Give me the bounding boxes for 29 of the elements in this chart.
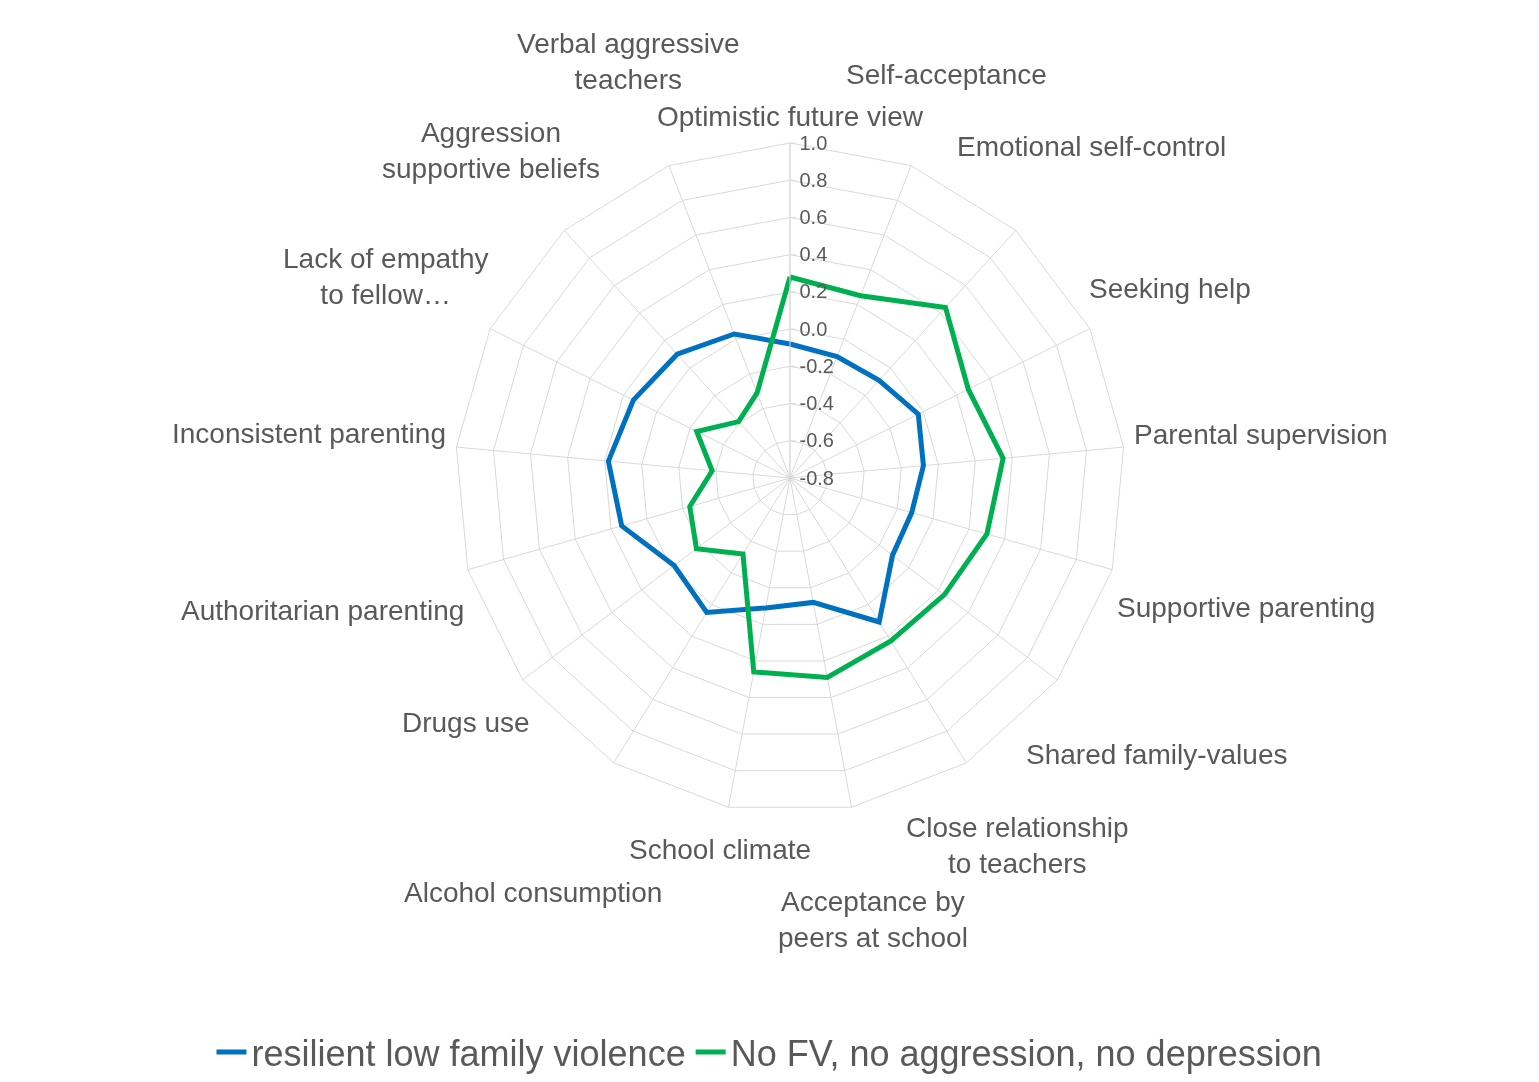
spoke-label: Emotional self-control: [957, 131, 1227, 162]
spoke-label: Optimistic future view: [657, 101, 924, 132]
spoke-label: Seeking help: [1089, 273, 1251, 304]
spoke-label: Inconsistent parenting: [172, 418, 446, 449]
spoke-label: School climate: [629, 834, 812, 865]
y-tick-label: 0.2: [799, 280, 828, 303]
spoke-label: Supportive parenting: [1117, 592, 1376, 623]
spoke-label: Self-acceptance: [846, 59, 1047, 90]
y-tick-label: -0.4: [799, 392, 834, 415]
y-tick-label: 1.0: [799, 131, 828, 154]
legend-label: No FV, no aggression, no depression: [730, 1032, 1322, 1074]
y-tick-label: 0.0: [799, 317, 828, 340]
y-tick-label: 0.4: [799, 243, 828, 266]
spoke-label: Alcohol consumption: [404, 877, 663, 908]
spoke-label: Acceptance by peers at school: [778, 886, 968, 954]
y-tick-label: -0.6: [799, 429, 834, 452]
y-tick-label: 0.6: [799, 205, 828, 228]
y-tick-label: 0.8: [799, 168, 828, 191]
spoke-label: Drugs use: [402, 707, 530, 738]
spoke-label: Aggression supportive beliefs: [382, 117, 600, 185]
spoke-label: Parental supervision: [1134, 419, 1388, 450]
spoke-label: Verbal aggressive teachers: [517, 28, 740, 96]
spoke-label: Lack of empathy to fellow…: [283, 243, 489, 311]
legend-label: resilient low family violence: [251, 1032, 686, 1074]
y-tick-label: -0.2: [799, 354, 834, 377]
y-tick-label: -0.8: [799, 466, 834, 489]
spoke-label: Authoritarian parenting: [181, 595, 465, 626]
spoke-label: Shared family-values: [1026, 739, 1288, 770]
spoke-label: Close relationship to teachers: [906, 812, 1129, 880]
